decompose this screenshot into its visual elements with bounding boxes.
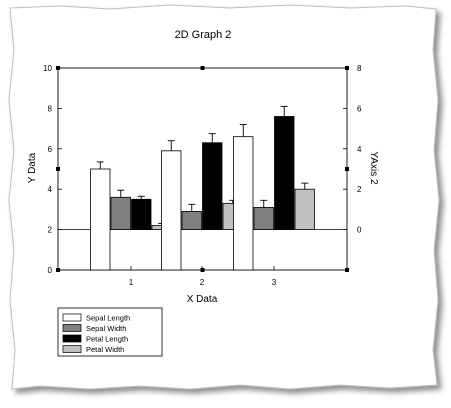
selection-handle	[56, 66, 60, 70]
y2-tick-label: 6	[357, 104, 362, 113]
legend-label: Sepal Length	[86, 314, 130, 323]
y-tick-label: 0	[48, 266, 53, 275]
y-tick-label: 2	[48, 226, 53, 235]
legend-swatch	[62, 324, 82, 332]
chart-title: 2D Graph 2	[175, 29, 232, 41]
legend-label: Petal Width	[86, 345, 124, 354]
x-tick-label: 3	[272, 278, 277, 287]
selection-handle	[200, 66, 205, 70]
legend-label: Petal Length	[86, 335, 128, 344]
selection-handle	[345, 167, 349, 171]
bar	[161, 150, 182, 271]
y2-tick-label: 0	[357, 226, 362, 235]
y2-tick-label: 4	[357, 145, 362, 154]
legend-label: Sepal Width	[86, 324, 126, 333]
legend-swatch	[62, 345, 82, 353]
page-background	[8, 4, 440, 390]
y-tick-label: 4	[48, 185, 53, 194]
y-tick-label: 8	[48, 104, 53, 113]
y2-tick-label: 2	[357, 185, 362, 194]
y-tick-label: 10	[43, 64, 52, 73]
y-tick-label: 6	[48, 145, 53, 154]
bar	[90, 168, 111, 271]
plot-area: 0 2 4 6 8 10 0 2 4 6 8 1 2 3	[43, 64, 362, 287]
selection-handle	[56, 268, 60, 272]
x-tick-label: 1	[129, 278, 134, 287]
bar	[110, 196, 131, 230]
selection-handle	[345, 268, 349, 272]
bar	[233, 136, 254, 271]
bar	[131, 198, 152, 231]
bar	[181, 211, 202, 230]
y2-axis-label: YAxis 2	[368, 151, 379, 185]
legend-swatch	[62, 334, 82, 343]
bar	[202, 142, 223, 231]
bar	[253, 206, 274, 231]
y-axis-label: Y Data	[27, 152, 38, 183]
x-axis-label: X Data	[187, 294, 218, 305]
selection-handle	[200, 268, 205, 272]
legend-swatch	[62, 313, 82, 322]
selection-handle	[56, 167, 60, 171]
x-tick-label: 2	[200, 278, 205, 287]
bar	[294, 188, 315, 230]
y2-tick-label: 8	[357, 64, 362, 73]
bar	[274, 116, 295, 231]
selection-handle	[345, 66, 349, 70]
